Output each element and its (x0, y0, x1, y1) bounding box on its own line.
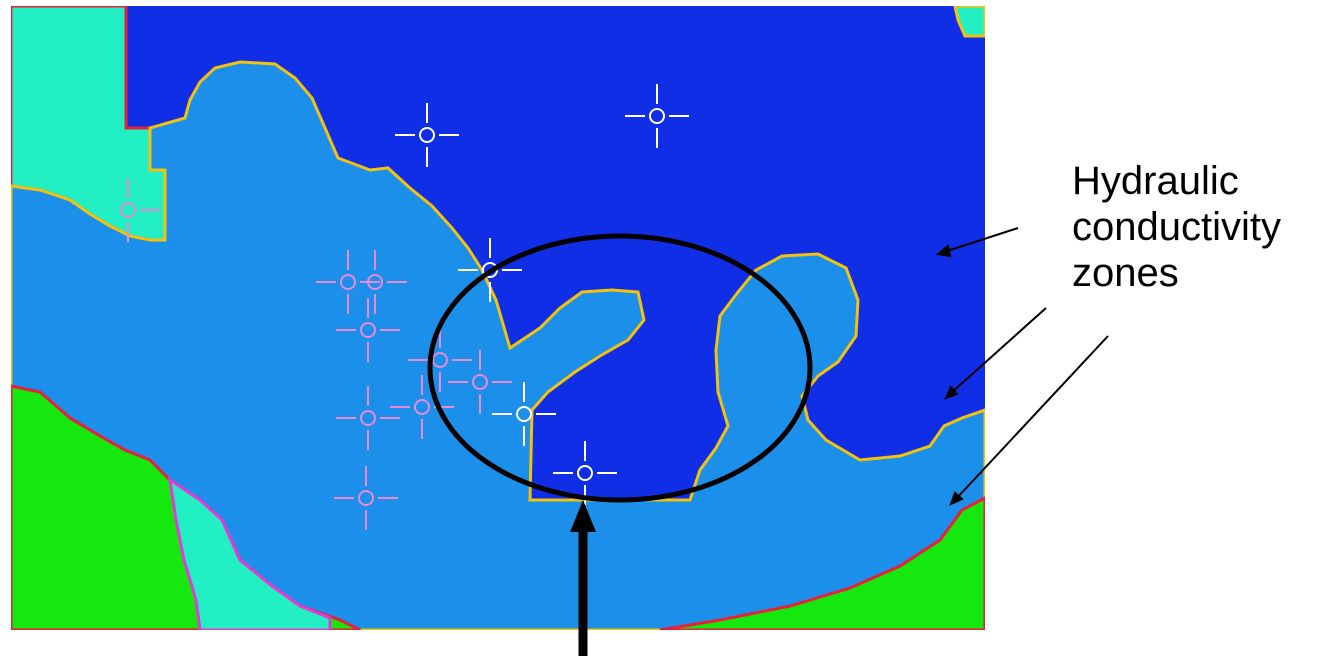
arrow-up-icon (570, 500, 596, 656)
well-marker (367, 250, 407, 314)
pointer-arrow-light-blue (949, 335, 1109, 506)
well-marker (458, 238, 522, 302)
pointer-arrow-boundary (944, 307, 1047, 400)
zone-cyan-top-right (953, 6, 985, 38)
well-marker (316, 250, 380, 314)
well-marker (336, 298, 400, 362)
well-marker (625, 84, 689, 148)
well-marker (448, 350, 512, 414)
label-line-1: Hydraulic (1072, 159, 1239, 203)
well-marker (553, 441, 617, 505)
well-marker (395, 103, 459, 167)
well-marker (336, 386, 400, 450)
pointer-arrow-dark-blue (935, 227, 1019, 258)
well-marker (492, 382, 556, 446)
well-marker (334, 466, 398, 530)
zone-annotation-label: Hydraulic conductivity zones (1072, 158, 1332, 296)
zone-green-bottom-right (659, 496, 985, 630)
label-line-3: zones (1072, 251, 1179, 295)
highlight-ellipse (427, 233, 813, 503)
well-marker (120, 178, 160, 242)
label-line-2: conductivity (1072, 205, 1281, 249)
zone-cyan-bottom-left (168, 476, 332, 630)
